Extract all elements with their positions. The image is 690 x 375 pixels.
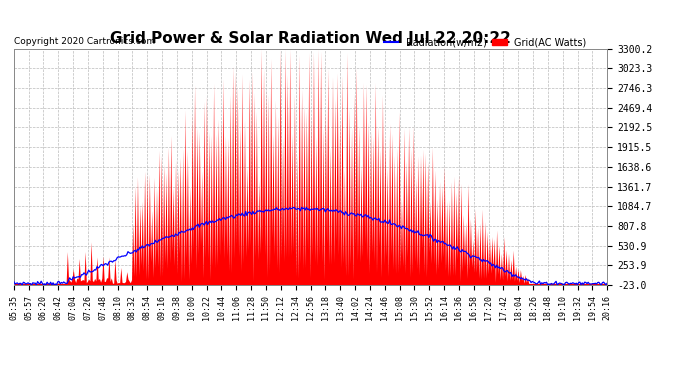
Title: Grid Power & Solar Radiation Wed Jul 22 20:22: Grid Power & Solar Radiation Wed Jul 22 … bbox=[110, 31, 511, 46]
Legend: Radiation(w/m2), Grid(AC Watts): Radiation(w/m2), Grid(AC Watts) bbox=[380, 33, 591, 51]
Text: Copyright 2020 Cartronics.com: Copyright 2020 Cartronics.com bbox=[14, 38, 155, 46]
